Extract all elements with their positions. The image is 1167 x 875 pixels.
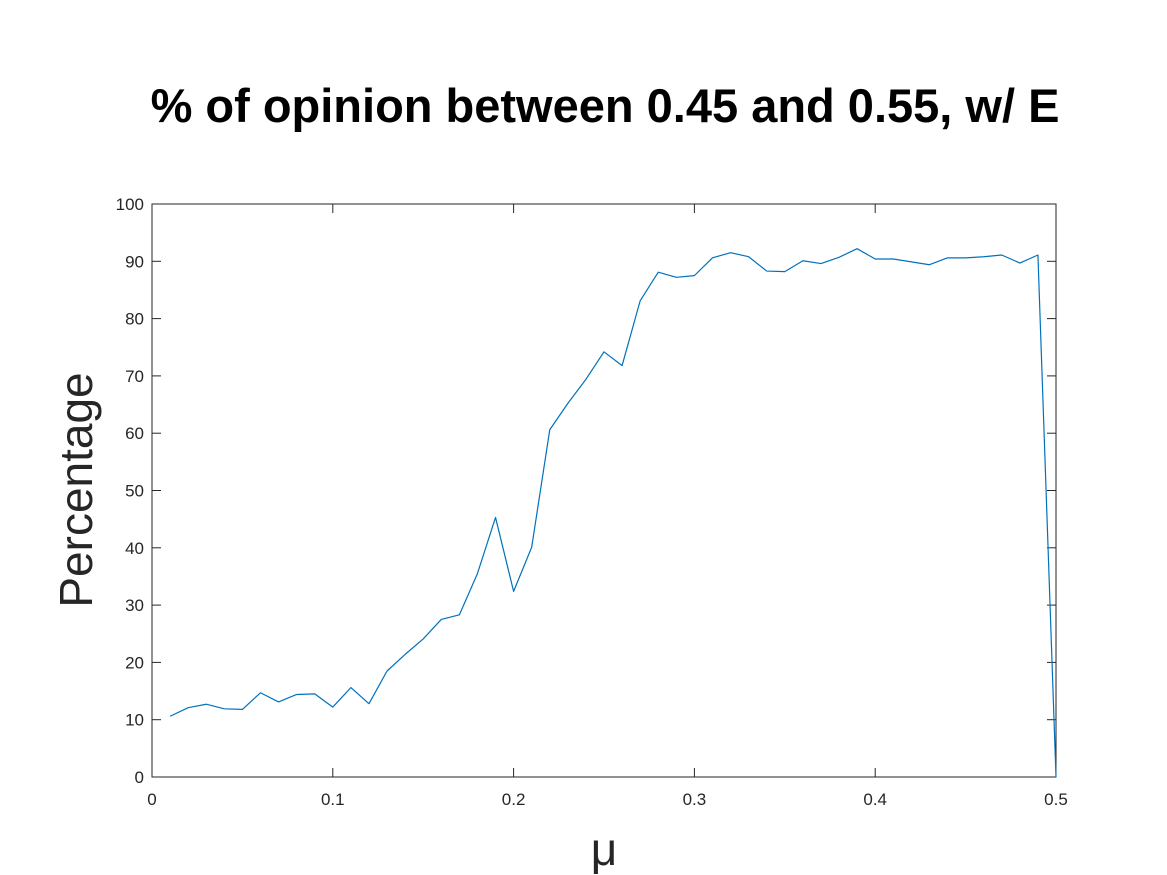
y-tick-label: 60	[125, 424, 144, 443]
y-tick-label: 70	[125, 367, 144, 386]
x-tick-label: 0.4	[863, 790, 887, 809]
y-axis-label: Percentage	[50, 372, 102, 607]
y-tick-label: 40	[125, 539, 144, 558]
series-line	[169, 248, 1057, 778]
chart-title: % of opinion between 0.45 and 0.55, w/ E	[151, 79, 1060, 132]
x-tick-label: 0.5	[1044, 790, 1068, 809]
y-tick-label: 100	[116, 195, 144, 214]
y-tick-label: 90	[125, 252, 144, 271]
x-tick-label: 0.3	[683, 790, 707, 809]
y-tick-label: 0	[135, 768, 144, 787]
x-tick-label: 0.1	[321, 790, 345, 809]
plot-area: 0 0.1 0.2 0.3 0.4 0.5 0 10 20 30 40 50 60 70 80 90 100	[116, 195, 1068, 809]
axes-box	[151, 203, 1057, 778]
x-axis-label: μ	[591, 823, 618, 875]
y-tick-label: 80	[125, 310, 144, 329]
x-tick-label: 0.2	[502, 790, 526, 809]
x-tick-label: 0	[147, 790, 156, 809]
y-tick-label: 50	[125, 482, 144, 501]
y-tick-label: 30	[125, 596, 144, 615]
y-tick-label: 20	[125, 653, 144, 672]
y-tick-label: 10	[125, 711, 144, 730]
